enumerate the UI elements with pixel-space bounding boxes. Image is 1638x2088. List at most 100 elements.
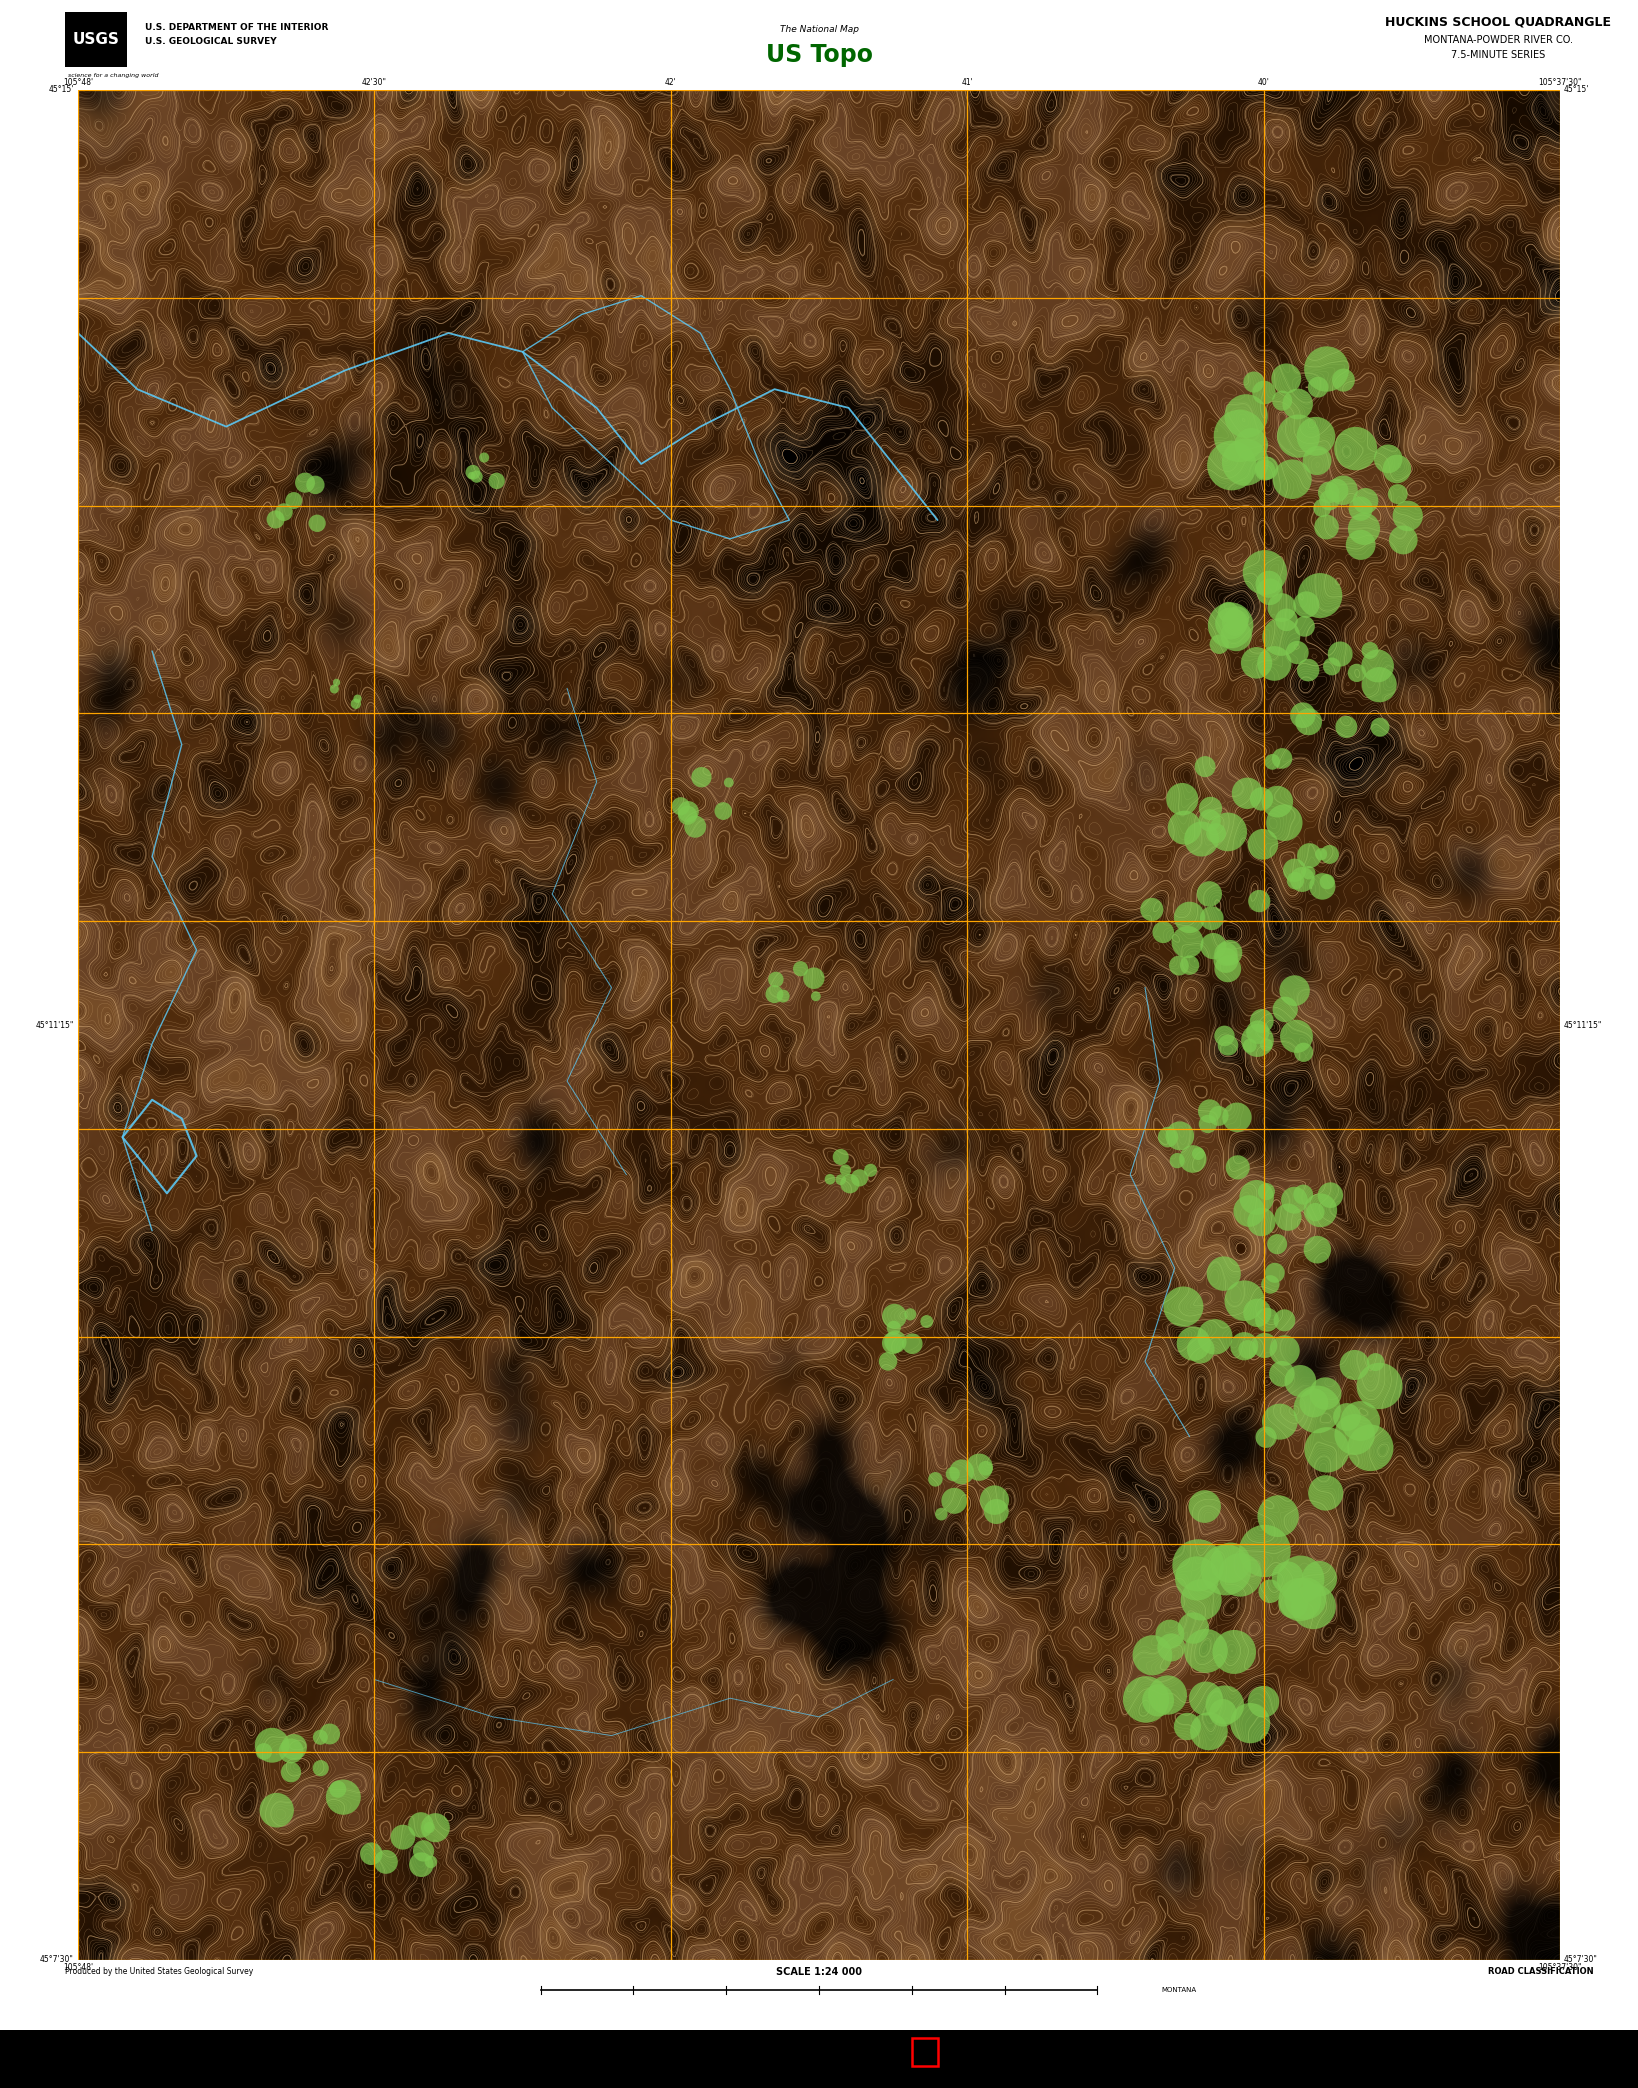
Ellipse shape — [354, 695, 362, 704]
Ellipse shape — [1209, 1107, 1228, 1125]
Ellipse shape — [1261, 1276, 1279, 1295]
Ellipse shape — [1212, 1631, 1256, 1675]
Ellipse shape — [1286, 641, 1309, 664]
Ellipse shape — [1250, 787, 1273, 810]
Ellipse shape — [1242, 647, 1273, 679]
Ellipse shape — [1232, 777, 1263, 808]
Ellipse shape — [1278, 1589, 1309, 1618]
Ellipse shape — [1168, 810, 1201, 846]
Ellipse shape — [1348, 512, 1381, 545]
Ellipse shape — [1124, 1677, 1170, 1723]
Ellipse shape — [1265, 1263, 1284, 1282]
Ellipse shape — [678, 802, 699, 823]
Ellipse shape — [1233, 1194, 1265, 1228]
Ellipse shape — [1132, 1635, 1173, 1675]
Ellipse shape — [1243, 549, 1287, 595]
Ellipse shape — [1307, 376, 1328, 397]
Ellipse shape — [691, 766, 711, 787]
Ellipse shape — [1230, 1704, 1269, 1743]
Ellipse shape — [1314, 514, 1338, 539]
Text: 45°15': 45°15' — [1564, 86, 1589, 94]
Ellipse shape — [1217, 1036, 1238, 1057]
Ellipse shape — [1317, 1182, 1343, 1209]
Ellipse shape — [1279, 975, 1310, 1006]
Ellipse shape — [1389, 526, 1417, 555]
Ellipse shape — [1207, 441, 1256, 491]
Ellipse shape — [306, 476, 324, 495]
Ellipse shape — [904, 1309, 916, 1320]
Ellipse shape — [1199, 798, 1222, 821]
Ellipse shape — [1242, 1023, 1274, 1057]
Ellipse shape — [1255, 1307, 1279, 1332]
Ellipse shape — [1201, 906, 1224, 931]
Ellipse shape — [1225, 1280, 1265, 1322]
Ellipse shape — [1268, 1234, 1287, 1255]
Ellipse shape — [1258, 645, 1291, 681]
Ellipse shape — [1163, 1286, 1204, 1326]
Ellipse shape — [1214, 409, 1266, 461]
Ellipse shape — [1320, 875, 1335, 889]
Ellipse shape — [1243, 1299, 1271, 1328]
Ellipse shape — [1197, 1098, 1222, 1123]
Ellipse shape — [1173, 1539, 1224, 1591]
Ellipse shape — [285, 493, 303, 509]
Ellipse shape — [980, 1485, 1009, 1516]
Ellipse shape — [1304, 1194, 1337, 1228]
Ellipse shape — [1302, 1562, 1337, 1597]
Ellipse shape — [421, 1812, 450, 1842]
Ellipse shape — [1189, 1681, 1222, 1716]
Ellipse shape — [282, 1733, 306, 1760]
Ellipse shape — [1324, 658, 1342, 674]
Ellipse shape — [1222, 1102, 1251, 1132]
Ellipse shape — [1274, 1203, 1302, 1230]
Ellipse shape — [1297, 844, 1322, 869]
Ellipse shape — [1247, 1207, 1276, 1236]
Ellipse shape — [885, 1330, 906, 1353]
Ellipse shape — [1140, 898, 1163, 921]
Ellipse shape — [1273, 459, 1312, 499]
Ellipse shape — [1273, 996, 1297, 1023]
Ellipse shape — [1158, 1633, 1186, 1662]
Bar — [0, 90, 1638, 1961]
Ellipse shape — [275, 503, 293, 522]
Ellipse shape — [878, 1351, 898, 1370]
Bar — [0, 2030, 1638, 2088]
Ellipse shape — [942, 1489, 966, 1514]
Ellipse shape — [1215, 608, 1247, 639]
Text: 42'30": 42'30" — [362, 77, 387, 88]
Ellipse shape — [1174, 902, 1206, 933]
Ellipse shape — [1181, 1579, 1222, 1620]
Ellipse shape — [1283, 858, 1305, 881]
Ellipse shape — [1238, 1340, 1256, 1359]
Ellipse shape — [1294, 616, 1315, 637]
Ellipse shape — [1271, 1562, 1304, 1593]
Ellipse shape — [1333, 1403, 1361, 1430]
Ellipse shape — [685, 816, 706, 837]
Ellipse shape — [329, 685, 339, 693]
Ellipse shape — [1283, 388, 1314, 420]
Ellipse shape — [1374, 445, 1402, 474]
Text: MONTANA-POWDER RIVER CO.: MONTANA-POWDER RIVER CO. — [1423, 35, 1572, 46]
Ellipse shape — [1214, 942, 1238, 967]
Ellipse shape — [390, 1825, 416, 1850]
Text: U.S. DEPARTMENT OF THE INTERIOR: U.S. DEPARTMENT OF THE INTERIOR — [146, 23, 328, 33]
Ellipse shape — [480, 453, 490, 464]
Ellipse shape — [1361, 641, 1379, 660]
Ellipse shape — [1201, 933, 1227, 958]
Ellipse shape — [1214, 1025, 1235, 1046]
Ellipse shape — [1209, 812, 1247, 852]
Ellipse shape — [1197, 1320, 1232, 1355]
Ellipse shape — [1299, 1389, 1328, 1418]
Ellipse shape — [1209, 635, 1228, 654]
Ellipse shape — [1325, 478, 1348, 503]
Ellipse shape — [1263, 618, 1301, 656]
Text: SCALE 1:24 000: SCALE 1:24 000 — [776, 1967, 862, 1977]
Ellipse shape — [1266, 804, 1302, 841]
Ellipse shape — [1269, 1336, 1301, 1366]
Ellipse shape — [1201, 1545, 1251, 1595]
Ellipse shape — [1387, 484, 1407, 503]
Ellipse shape — [1142, 1685, 1174, 1716]
Ellipse shape — [470, 470, 483, 482]
Ellipse shape — [1199, 1115, 1217, 1134]
Text: 45°7'30": 45°7'30" — [1564, 1956, 1599, 1965]
